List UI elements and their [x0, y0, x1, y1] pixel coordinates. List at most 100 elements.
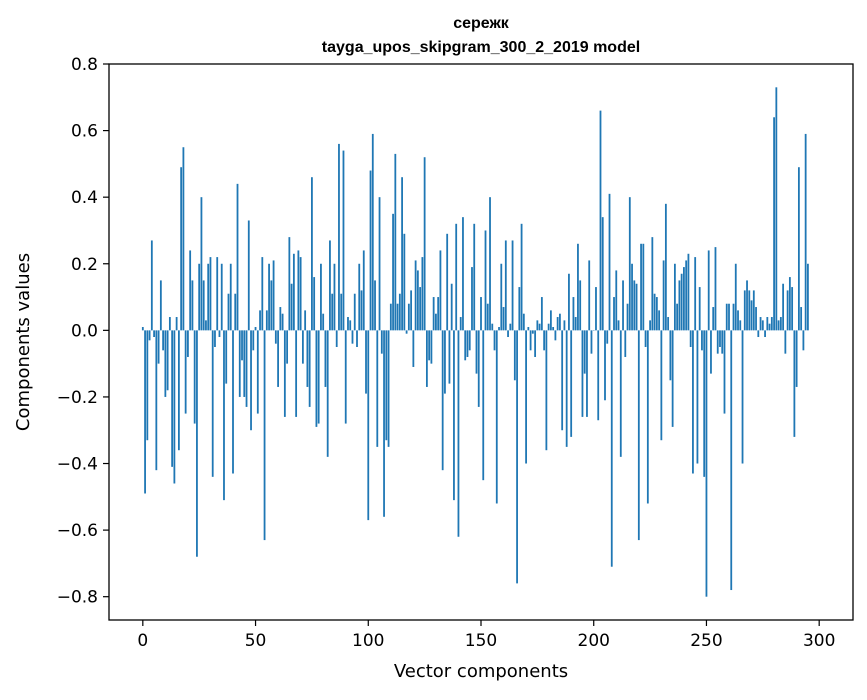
bar-83 [329, 240, 331, 330]
bar-295 [807, 264, 809, 331]
y-tick-label: −0.8 [57, 588, 98, 608]
x-tick-label: 250 [690, 631, 722, 651]
bar-74 [309, 330, 311, 407]
bar-64 [286, 330, 288, 363]
bar-273 [757, 330, 759, 337]
bar-287 [789, 277, 791, 330]
bar-227 [654, 294, 656, 331]
y-axis-label: Components values [13, 253, 34, 431]
bar-218 [633, 280, 635, 330]
bar-167 [518, 287, 520, 330]
bar-236 [674, 264, 676, 331]
bar-224 [647, 330, 649, 503]
bar-222 [642, 244, 644, 331]
y-tick-label: 0.6 [71, 122, 98, 142]
bar-279 [771, 317, 773, 330]
bar-183 [555, 330, 557, 340]
bar-230 [660, 330, 662, 440]
bar-149 [478, 330, 480, 407]
bar-189 [568, 274, 570, 331]
bar-84 [331, 294, 333, 331]
bar-146 [471, 267, 473, 330]
bar-109 [388, 330, 390, 447]
bar-86 [336, 330, 338, 347]
bar-69 [297, 250, 299, 330]
plot-frame [109, 64, 853, 620]
x-tick-label: 100 [352, 631, 384, 651]
bar-48 [250, 330, 252, 430]
bar-135 [446, 234, 448, 331]
y-tick-label: −0.6 [57, 521, 98, 541]
bar-133 [442, 330, 444, 470]
bar-217 [631, 264, 633, 331]
bar-121 [415, 260, 417, 330]
bar-254 [715, 247, 717, 330]
bar-267 [744, 290, 746, 330]
bar-168 [521, 224, 523, 331]
bar-283 [780, 317, 782, 330]
bar-205 [604, 330, 606, 400]
y-tick-label: 0.8 [71, 55, 98, 75]
bar-24 [196, 330, 198, 556]
bar-177 [541, 297, 543, 330]
x-axis-label: Vector components [394, 661, 568, 682]
bar-20 [187, 330, 189, 357]
bar-22 [192, 280, 194, 330]
bar-211 [618, 320, 620, 330]
bar-147 [473, 224, 475, 331]
bar-196 [584, 330, 586, 373]
bar-223 [645, 330, 647, 347]
bar-13 [171, 330, 173, 467]
bar-76 [313, 277, 315, 330]
bar-284 [782, 284, 784, 331]
bar-234 [669, 330, 671, 380]
bar-161 [505, 240, 507, 330]
bar-94 [354, 294, 356, 331]
bar-280 [773, 117, 775, 330]
bar-174 [534, 330, 536, 357]
bar-247 [699, 287, 701, 330]
bar-233 [667, 317, 669, 330]
bar-129 [433, 297, 435, 330]
bar-145 [469, 330, 471, 350]
bar-175 [536, 320, 538, 330]
bar-123 [419, 287, 421, 330]
bar-75 [311, 177, 313, 330]
bar-229 [658, 310, 660, 330]
bar-220 [638, 330, 640, 540]
chart-title: сережк [453, 15, 510, 32]
bar-126 [426, 330, 428, 387]
bar-88 [340, 294, 342, 331]
bar-132 [440, 250, 442, 330]
bar-259 [726, 304, 728, 331]
x-tick-label: 150 [465, 631, 497, 651]
bar-170 [525, 330, 527, 463]
bar-221 [640, 244, 642, 331]
bar-119 [410, 290, 412, 330]
bar-187 [564, 320, 566, 330]
bar-206 [606, 330, 608, 343]
bar-164 [512, 240, 514, 330]
bar-188 [566, 330, 568, 447]
bar-107 [383, 330, 385, 516]
bar-46 [246, 330, 248, 407]
bar-39 [230, 264, 232, 331]
bar-198 [588, 260, 590, 330]
bar-191 [573, 297, 575, 330]
bar-21 [189, 250, 191, 330]
bar-30 [210, 257, 212, 330]
chart-subtitle: tayga_upos_skipgram_300_2_2019 model [322, 39, 640, 56]
bar-139 [455, 224, 457, 331]
bar-93 [352, 330, 354, 343]
bar-219 [636, 284, 638, 331]
bar-249 [703, 330, 705, 476]
bar-289 [793, 330, 795, 437]
bar-35 [221, 264, 223, 331]
bar-45 [243, 330, 245, 397]
bar-291 [798, 167, 800, 330]
bar-36 [223, 330, 225, 500]
bar-212 [620, 330, 622, 457]
